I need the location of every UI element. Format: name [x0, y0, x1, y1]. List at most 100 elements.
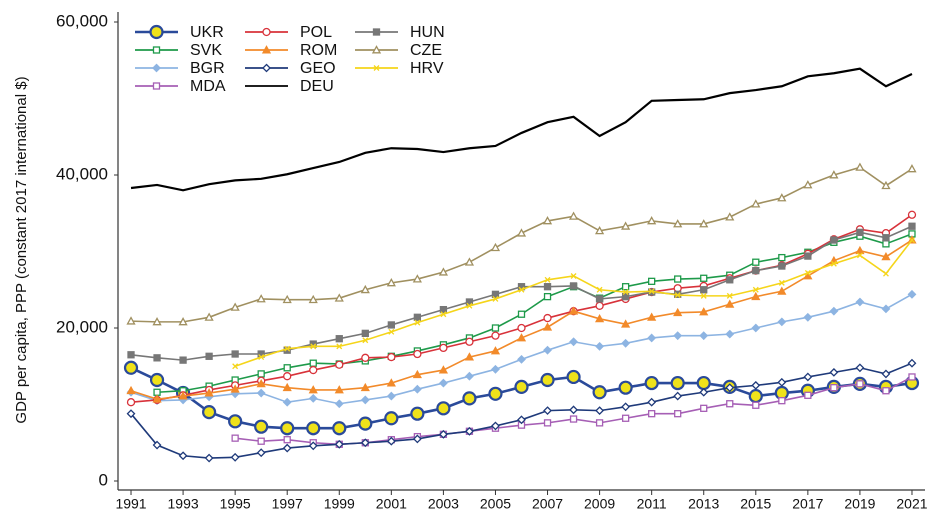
- legend-marker: [372, 28, 381, 36]
- point: [830, 260, 837, 267]
- point: [232, 363, 239, 370]
- legend-marker: [152, 46, 161, 54]
- point: [647, 312, 657, 321]
- point: [283, 436, 291, 444]
- x-tick-label: 1999: [324, 496, 355, 512]
- point: [674, 410, 682, 418]
- point: [309, 365, 318, 375]
- point: [830, 384, 838, 392]
- point: [569, 415, 578, 423]
- point: [414, 319, 421, 326]
- point: [881, 369, 891, 379]
- point: [595, 295, 604, 303]
- point: [491, 331, 500, 340]
- point: [386, 391, 396, 401]
- y-axis-label: GDP per capita, PPP (constant 2017 inter…: [13, 76, 30, 423]
- point: [517, 415, 526, 425]
- point: [152, 317, 162, 326]
- point: [465, 426, 474, 436]
- point: [778, 262, 786, 270]
- point: [594, 226, 605, 235]
- point: [726, 292, 733, 299]
- point: [360, 284, 370, 294]
- point: [361, 353, 370, 362]
- legend-label: HRV: [410, 60, 444, 77]
- point: [881, 180, 891, 190]
- point: [566, 369, 581, 385]
- point: [856, 228, 864, 237]
- point: [439, 343, 448, 353]
- point: [647, 397, 657, 407]
- x-tick-label: 1991: [115, 496, 146, 512]
- point: [436, 401, 451, 416]
- x-tick-label: 1993: [168, 496, 199, 512]
- point: [621, 221, 631, 230]
- point: [882, 234, 890, 242]
- point: [752, 266, 760, 275]
- y-tick-label: 0: [99, 470, 108, 489]
- point: [856, 252, 863, 259]
- point: [231, 350, 239, 358]
- point: [596, 286, 603, 293]
- point: [336, 343, 343, 350]
- point: [204, 388, 214, 397]
- series-line: [130, 166, 913, 323]
- point: [777, 317, 787, 327]
- point: [438, 365, 449, 374]
- legend-item: DEU: [245, 78, 334, 95]
- point: [726, 400, 734, 408]
- point: [830, 236, 838, 244]
- point: [231, 434, 239, 442]
- point: [621, 414, 630, 422]
- point: [284, 345, 291, 352]
- legend-item: ROM: [245, 42, 337, 59]
- point: [282, 443, 292, 453]
- point: [725, 329, 735, 339]
- point: [334, 399, 344, 409]
- point: [387, 352, 396, 362]
- point: [778, 253, 786, 262]
- point: [335, 335, 343, 343]
- legend-label: HUN: [410, 24, 445, 41]
- legend-item: UKR: [135, 24, 224, 41]
- point: [568, 306, 579, 315]
- point: [516, 333, 527, 342]
- x-tick-label: 1997: [272, 496, 303, 512]
- point: [464, 352, 475, 361]
- point: [334, 293, 344, 302]
- point: [621, 402, 631, 412]
- point: [386, 278, 396, 287]
- point: [674, 275, 682, 283]
- point: [855, 162, 865, 171]
- x-tick-label: 2017: [792, 496, 823, 512]
- point: [777, 193, 787, 202]
- point: [696, 375, 711, 391]
- point: [648, 288, 655, 295]
- point: [412, 384, 422, 394]
- point: [568, 211, 579, 220]
- point: [360, 438, 370, 448]
- point: [673, 331, 683, 341]
- point: [334, 439, 344, 449]
- point: [881, 304, 891, 314]
- point: [335, 360, 344, 369]
- point: [362, 337, 369, 344]
- point: [543, 406, 552, 416]
- point: [881, 252, 891, 261]
- point: [752, 286, 759, 293]
- legend-marker: [262, 27, 271, 37]
- point: [358, 416, 373, 431]
- point: [438, 378, 448, 388]
- point: [908, 373, 916, 381]
- point: [230, 384, 240, 393]
- point: [595, 301, 604, 310]
- point: [280, 421, 295, 436]
- point: [466, 302, 473, 309]
- point: [488, 386, 503, 401]
- point: [803, 312, 813, 322]
- point: [908, 222, 916, 230]
- point: [412, 274, 422, 283]
- legend-label: ROM: [300, 42, 337, 59]
- point: [308, 385, 318, 394]
- point: [332, 421, 347, 436]
